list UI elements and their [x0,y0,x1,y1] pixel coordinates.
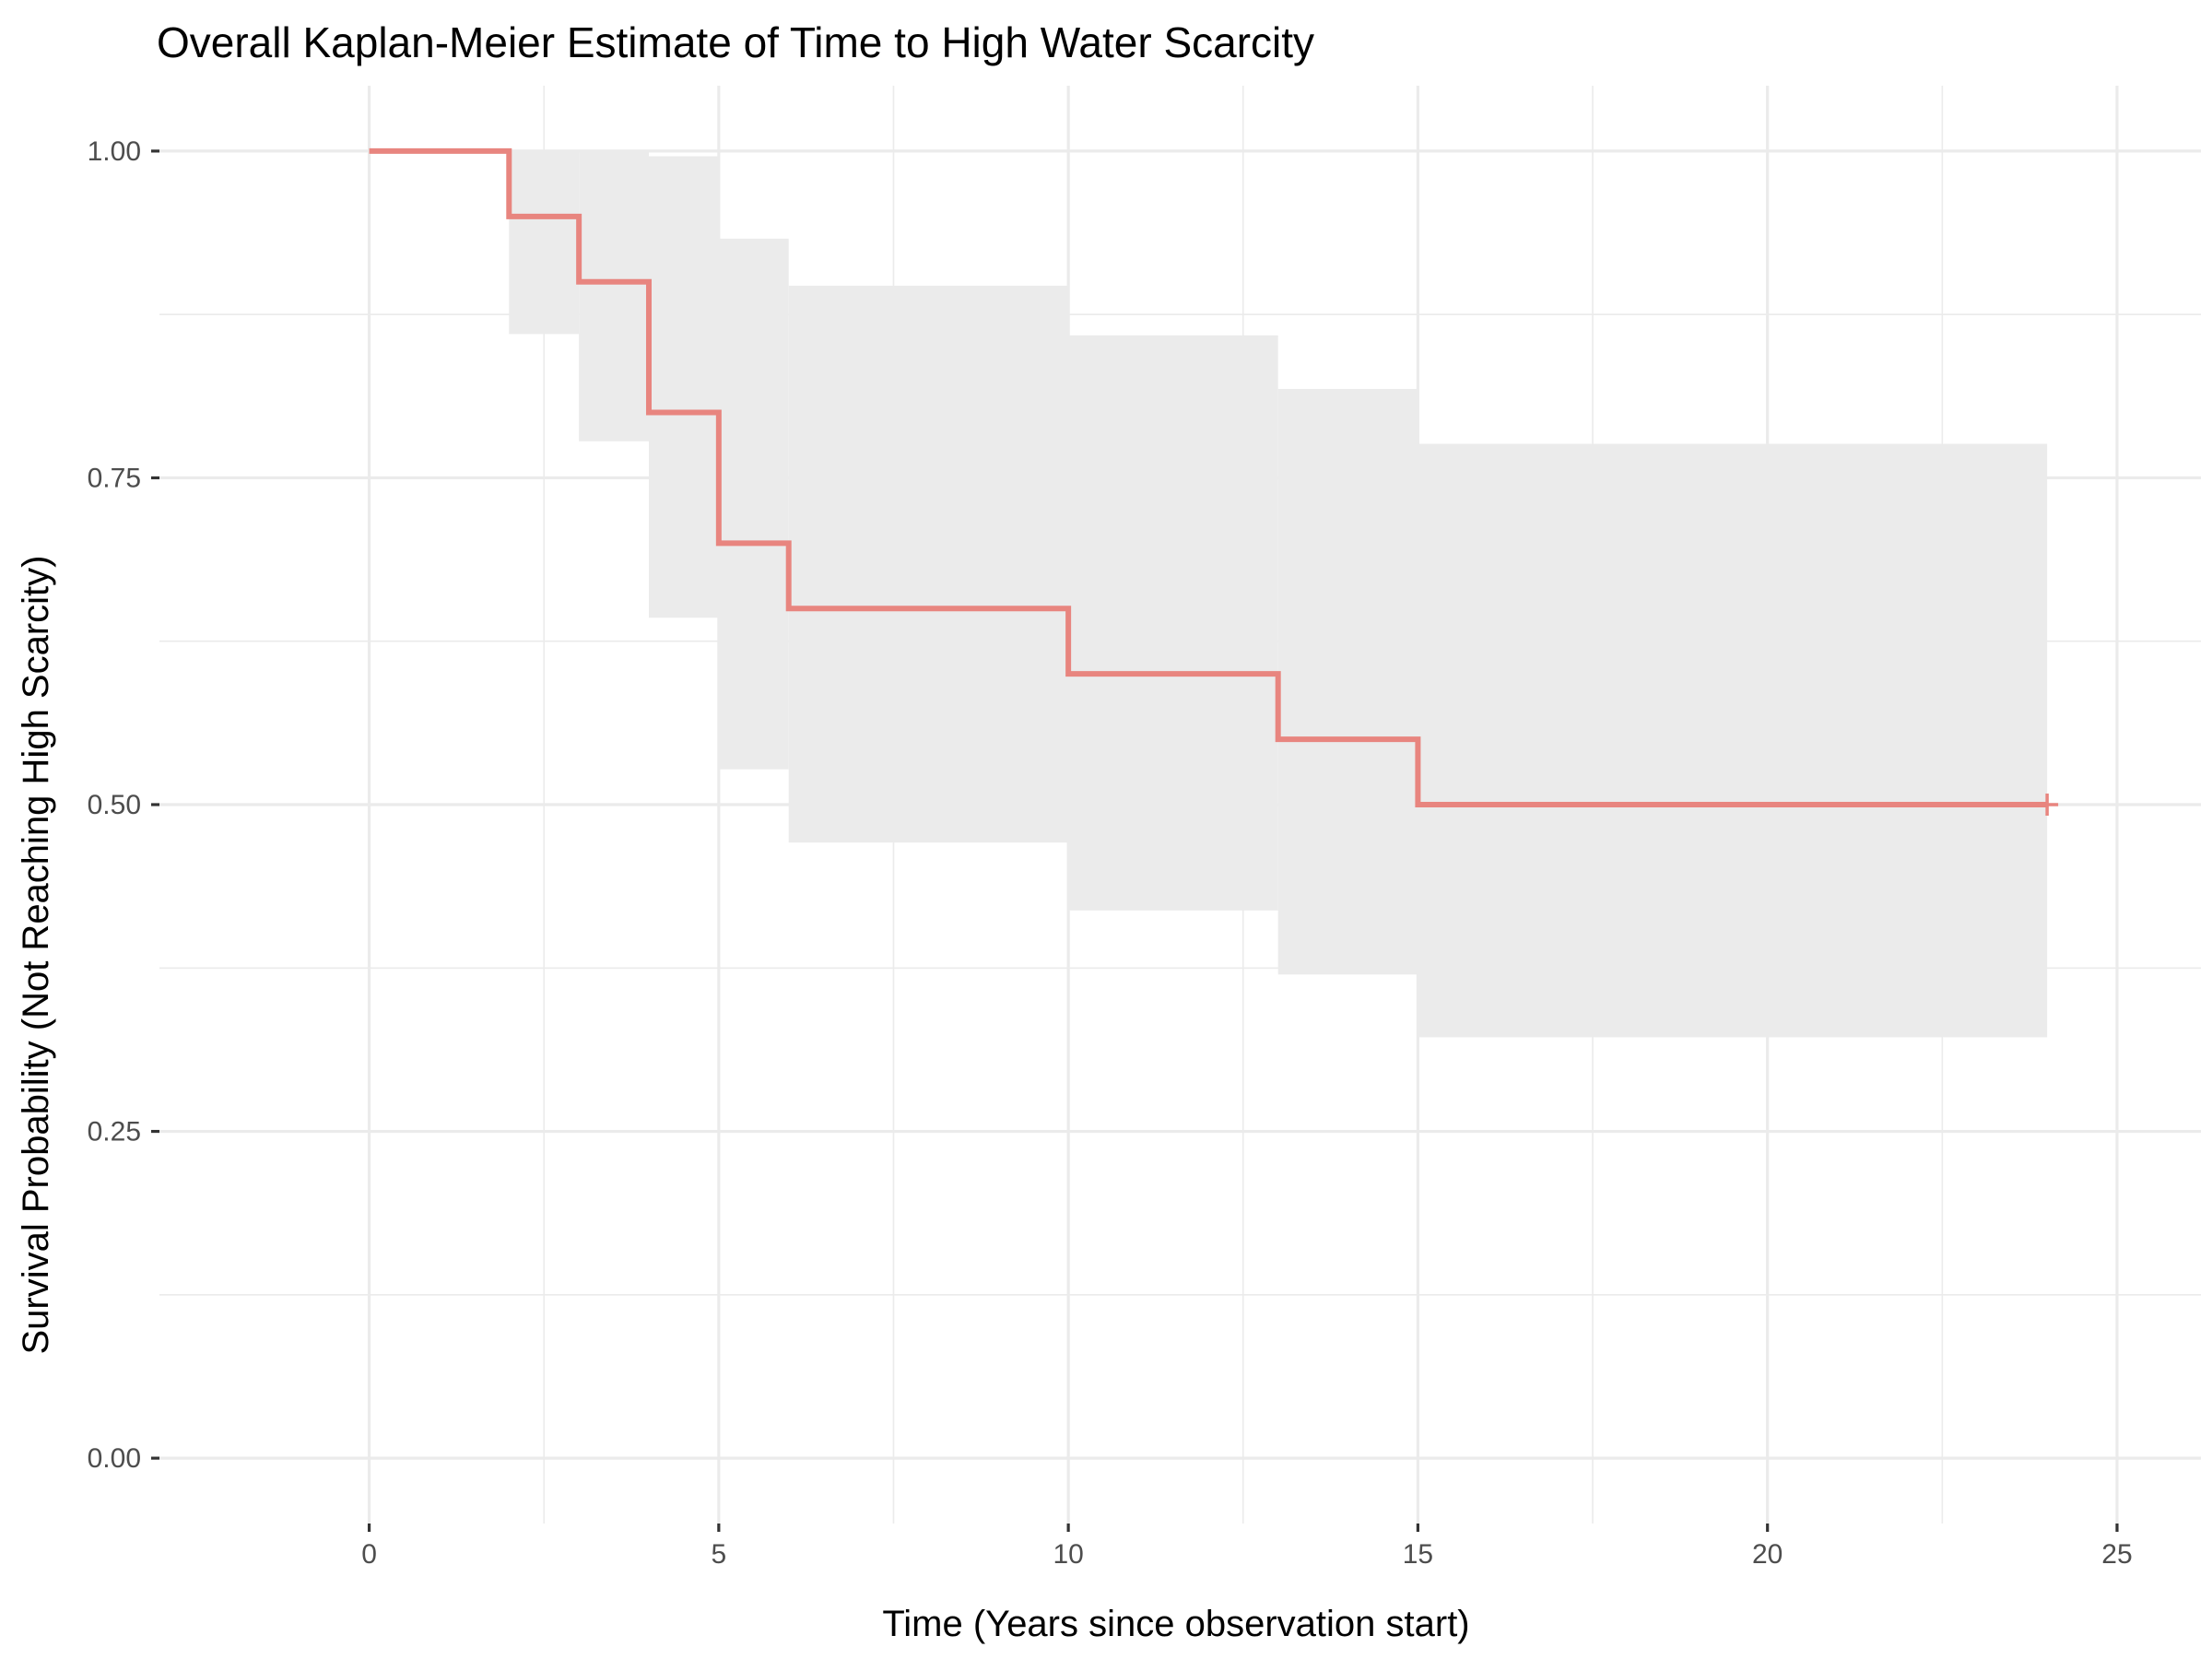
chart-title: Overall Kaplan-Meier Estimate of Time to… [157,18,1314,66]
y-axis: 0.00 0.25 0.50 0.75 1.00 [88,136,159,1474]
ci-band-segment [579,150,649,441]
confidence-band [509,150,2048,1038]
x-tick-label: 15 [1403,1539,1433,1570]
y-tick-label: 0.75 [88,463,141,493]
ci-band-segment [718,238,789,770]
y-axis-title: Survival Probability (Not Reaching High … [16,556,56,1355]
y-tick-label: 0.50 [88,790,141,820]
x-tick-label: 10 [1053,1539,1083,1570]
survival-step-line [369,147,2048,807]
x-tick-label: 25 [2101,1539,2132,1570]
y-tick-label: 0.25 [88,1117,141,1147]
censor-mark [2036,794,2059,816]
y-tick-label: 1.00 [88,136,141,167]
survival-curve [369,147,2059,816]
x-axis-title: Time (Years since observation start) [882,1604,1469,1644]
ci-band-segment [648,156,719,618]
ci-band-segment [788,285,1069,843]
ci-band-segment [509,150,580,335]
ci-band-segment [1418,443,2048,1038]
x-tick-label: 20 [1752,1539,1783,1570]
x-tick-label: 5 [712,1539,727,1570]
x-tick-label: 0 [361,1539,377,1570]
x-axis: 0 5 10 15 20 25 [361,1524,2133,1570]
ci-band-segment [1068,335,1278,911]
y-tick-label: 0.00 [88,1443,141,1474]
ci-band-segment [1277,389,1418,975]
